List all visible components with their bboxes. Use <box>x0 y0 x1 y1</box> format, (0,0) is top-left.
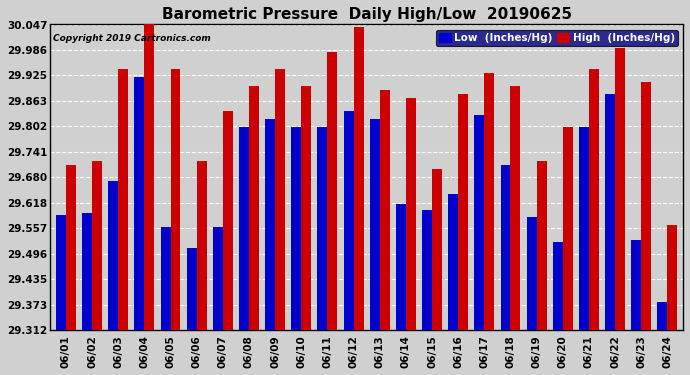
Bar <box>631 240 641 330</box>
Bar <box>213 227 223 330</box>
Bar <box>328 53 337 330</box>
Bar <box>658 302 667 330</box>
Bar <box>144 19 155 330</box>
Bar <box>500 165 511 330</box>
Bar <box>475 115 484 330</box>
Bar <box>92 160 102 330</box>
Bar <box>526 217 537 330</box>
Bar <box>82 213 92 330</box>
Bar <box>118 69 128 330</box>
Bar <box>353 27 364 330</box>
Legend: Low  (Inches/Hg), High  (Inches/Hg): Low (Inches/Hg), High (Inches/Hg) <box>435 30 678 46</box>
Bar <box>406 98 416 330</box>
Bar <box>239 127 249 330</box>
Bar <box>56 214 66 330</box>
Bar <box>249 86 259 330</box>
Bar <box>511 86 520 330</box>
Bar <box>537 160 546 330</box>
Bar <box>605 94 615 330</box>
Bar <box>66 165 76 330</box>
Text: Copyright 2019 Cartronics.com: Copyright 2019 Cartronics.com <box>53 34 211 43</box>
Bar <box>265 119 275 330</box>
Bar <box>667 225 678 330</box>
Bar <box>161 227 170 330</box>
Bar <box>317 127 328 330</box>
Bar <box>291 127 302 330</box>
Bar <box>432 169 442 330</box>
Bar <box>615 48 625 330</box>
Bar <box>275 69 285 330</box>
Bar <box>197 160 206 330</box>
Title: Barometric Pressure  Daily High/Low  20190625: Barometric Pressure Daily High/Low 20190… <box>161 7 572 22</box>
Bar <box>422 210 432 330</box>
Bar <box>187 248 197 330</box>
Bar <box>641 81 651 330</box>
Bar <box>344 111 353 330</box>
Bar <box>302 86 311 330</box>
Bar <box>370 119 380 330</box>
Bar <box>170 69 181 330</box>
Bar <box>553 242 563 330</box>
Bar <box>563 127 573 330</box>
Bar <box>108 182 118 330</box>
Bar <box>484 73 494 330</box>
Bar <box>380 90 390 330</box>
Bar <box>396 204 406 330</box>
Bar <box>589 69 599 330</box>
Bar <box>448 194 458 330</box>
Bar <box>458 94 468 330</box>
Bar <box>223 111 233 330</box>
Bar <box>135 77 144 330</box>
Bar <box>579 127 589 330</box>
